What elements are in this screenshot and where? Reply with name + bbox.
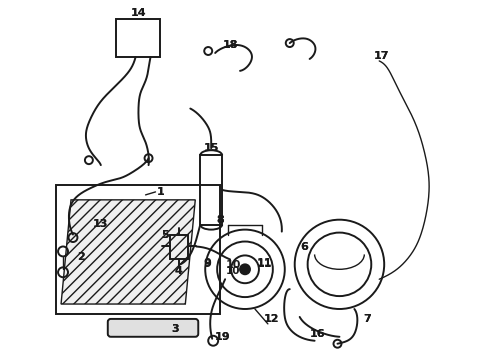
Text: 10: 10	[226, 266, 240, 276]
Text: 13: 13	[93, 219, 108, 229]
Text: 14: 14	[131, 8, 147, 18]
FancyBboxPatch shape	[108, 319, 198, 337]
Circle shape	[240, 264, 250, 274]
Bar	[56, 185, 220, 314]
Bar	[171, 235, 188, 260]
Text: 11: 11	[257, 259, 272, 269]
Text: 17: 17	[373, 51, 389, 61]
Text: 19: 19	[214, 332, 230, 342]
Text: 16: 16	[310, 329, 325, 339]
Text: 6: 6	[301, 243, 309, 252]
Bar	[200, 155, 222, 225]
Text: 16: 16	[310, 329, 325, 339]
Text: 13: 13	[93, 219, 108, 229]
Text: 2: 2	[77, 252, 85, 262]
Text: 4: 4	[174, 266, 182, 276]
Text: 3: 3	[172, 324, 179, 334]
Text: 8: 8	[216, 215, 224, 225]
Bar	[116, 19, 161, 57]
Text: 5: 5	[162, 230, 169, 239]
Text: 15: 15	[203, 143, 219, 153]
Text: 15: 15	[203, 143, 219, 153]
Text: 9: 9	[203, 259, 211, 269]
Text: 4: 4	[174, 266, 182, 276]
Polygon shape	[61, 200, 196, 304]
Text: 6: 6	[301, 243, 309, 252]
Text: 8: 8	[216, 215, 224, 225]
Text: 18: 18	[222, 40, 238, 50]
Text: 3: 3	[172, 324, 179, 334]
Text: 7: 7	[364, 314, 371, 324]
Text: 7: 7	[364, 314, 371, 324]
Text: 18: 18	[222, 40, 238, 50]
Text: 14: 14	[131, 8, 147, 18]
Text: 1: 1	[157, 187, 164, 197]
Text: 12: 12	[264, 314, 280, 324]
Text: 11: 11	[257, 258, 272, 268]
Text: 5: 5	[162, 230, 169, 239]
Text: 10: 10	[225, 260, 241, 270]
Text: 12: 12	[264, 314, 280, 324]
Text: 17: 17	[373, 51, 389, 61]
Text: 9: 9	[203, 258, 211, 268]
Text: 19: 19	[214, 332, 230, 342]
Text: 1: 1	[157, 187, 164, 197]
Text: 2: 2	[77, 252, 85, 262]
